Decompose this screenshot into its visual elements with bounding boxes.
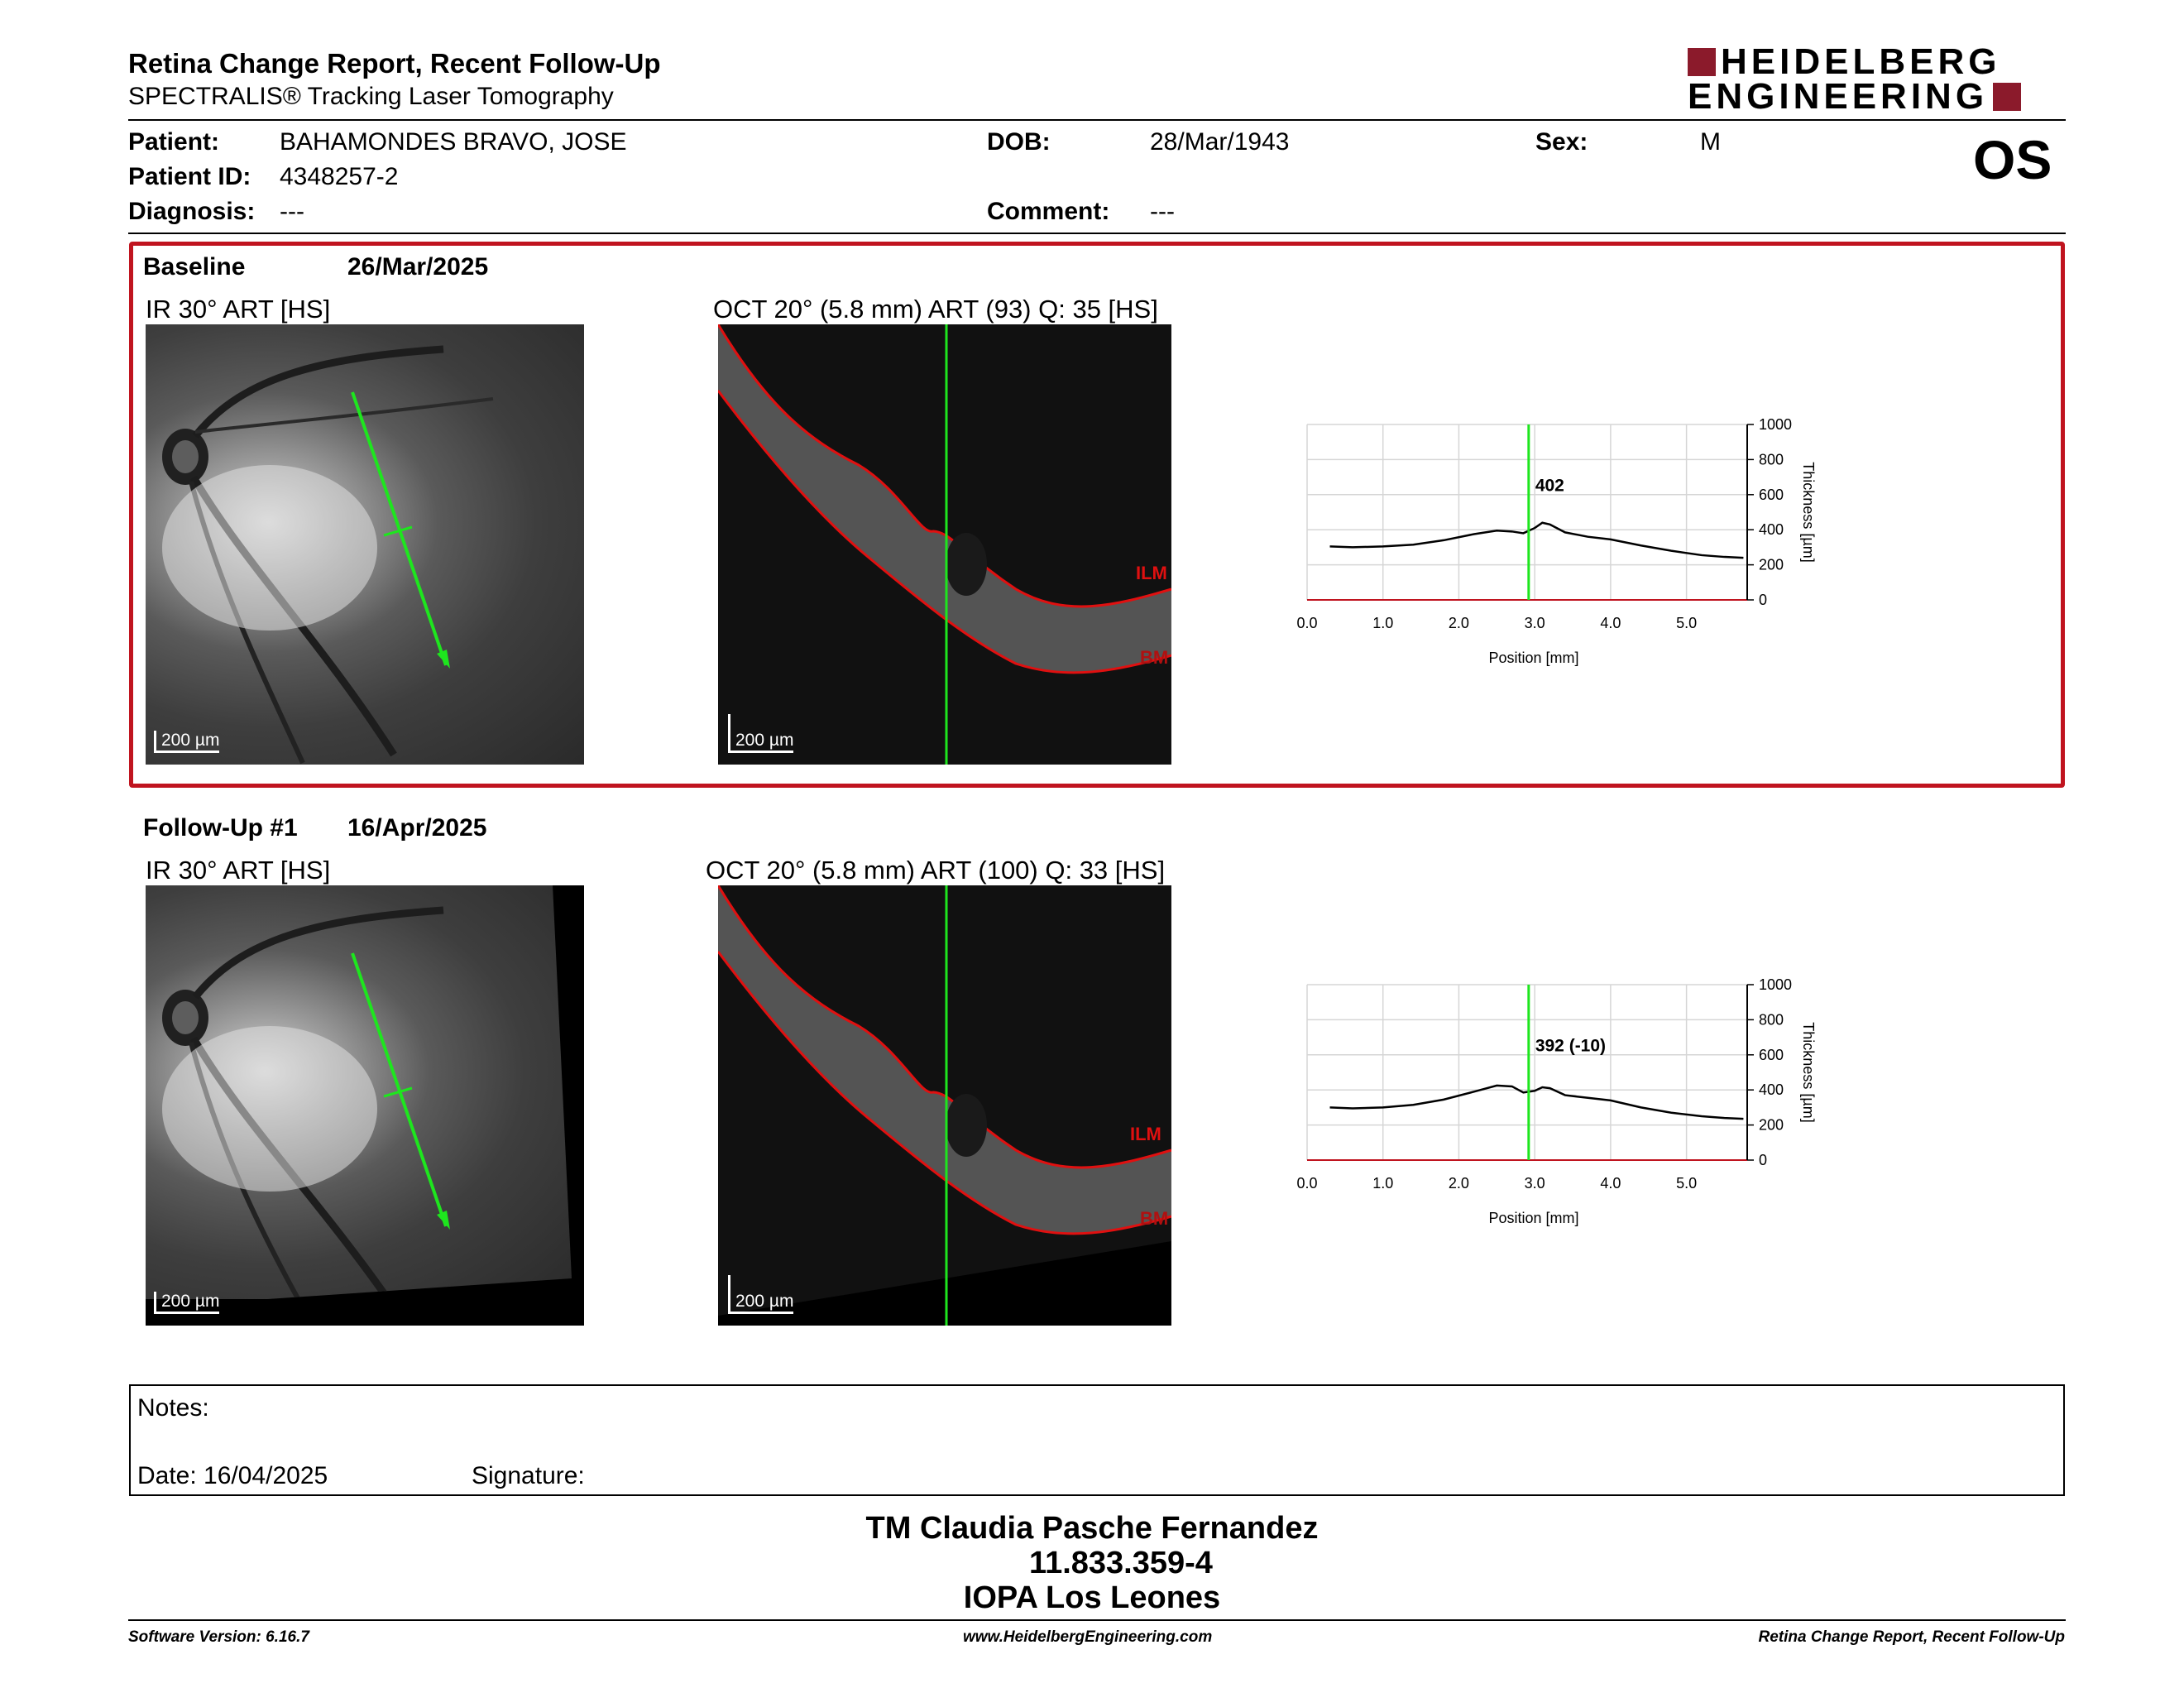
notes-label: Notes:: [137, 1394, 209, 1422]
report-subtitle: SPECTRALIS® Tracking Laser Tomography: [128, 83, 614, 110]
y-tick-label: 200: [1759, 1117, 1784, 1134]
x-tick-label: 1.0: [1372, 615, 1393, 631]
logo-word-1: HEIDELBERG: [1721, 41, 2001, 82]
baseline-oct-scale: 200 µm: [728, 714, 794, 753]
signer-institution: IOPA Los Leones: [963, 1580, 1221, 1615]
sex-label: Sex:: [1535, 128, 1588, 156]
x-tick-label: 5.0: [1676, 1175, 1697, 1192]
followup-thickness-chart: 0.0 1.0 2.0 3.0 4.0 5.0 0 200 400 600 800 1000 392 (…: [1296, 976, 1817, 1226]
followup-ir-title: IR 30° ART [HS]: [146, 856, 331, 885]
baseline-date: 26/Mar/2025: [347, 253, 489, 281]
baseline-oct-title: OCT 20° (5.8 mm) ART (93) Q: 35 [HS]: [713, 295, 1158, 324]
baseline-ir-image: 200 µm: [146, 324, 584, 765]
baseline-oct-scale-label: 200 µm: [735, 731, 794, 750]
footer-divider: [128, 1619, 2066, 1621]
notes-box: Notes: Date: 16/04/2025 Signature:: [129, 1384, 2065, 1496]
heidelberg-logo: HEIDELBERG ENGINEERING: [1688, 41, 2068, 119]
patient-divider: [128, 233, 2066, 234]
baseline-fundus-graphic: [162, 345, 494, 765]
baseline-oct-image: ILM BM 200 µm: [718, 324, 1171, 765]
followup-ilm-label: ILM: [1130, 1124, 1161, 1144]
followup-oct-graphic: [718, 885, 1171, 1326]
followup-date: 16/Apr/2025: [347, 814, 487, 842]
patient-id-value: 4348257-2: [280, 163, 399, 190]
baseline-oct-graphic: [718, 324, 1171, 765]
baseline-section: [129, 242, 2065, 788]
logo-square-icon: [1688, 48, 1716, 76]
followup-oct-scale-label: 200 µm: [735, 1292, 794, 1311]
baseline-ir-scale: 200 µm: [154, 731, 220, 753]
y-tick-label: 1000: [1759, 416, 1792, 433]
y-tick-label: 200: [1759, 557, 1784, 573]
y-tick-label: 800: [1759, 1011, 1784, 1028]
followup-fundus-graphic: [162, 906, 450, 1299]
marker-value-label: 392 (-10): [1535, 1037, 1606, 1056]
baseline-bm-label: BM: [1140, 647, 1169, 668]
followup-oct-title: OCT 20° (5.8 mm) ART (100) Q: 33 [HS]: [706, 856, 1166, 885]
x-tick-label: 2.0: [1449, 615, 1469, 631]
x-tick-label: 0.0: [1296, 615, 1317, 631]
x-tick-label: 4.0: [1600, 615, 1621, 631]
x-tick-label: 2.0: [1449, 1175, 1469, 1192]
y-tick-label: 600: [1759, 487, 1784, 503]
signature-label: Signature:: [472, 1462, 585, 1489]
y-tick-label: 400: [1759, 1081, 1784, 1098]
baseline-ir-title: IR 30° ART [HS]: [146, 295, 331, 324]
x-axis-title: Position [mm]: [1488, 1210, 1578, 1226]
diagnosis-label: Diagnosis:: [128, 198, 256, 225]
report-title: Retina Change Report, Recent Follow-Up: [128, 48, 661, 79]
followup-bm-label: BM: [1140, 1208, 1169, 1229]
y-tick-label: 1000: [1759, 976, 1792, 993]
x-tick-label: 4.0: [1600, 1175, 1621, 1192]
y-tick-label: 400: [1759, 521, 1784, 538]
y-axis-title: Thickness [µm]: [1800, 462, 1817, 562]
thickness-line: [1329, 521, 1744, 559]
marker-value-label: 402: [1535, 477, 1564, 496]
x-tick-label: 3.0: [1525, 1175, 1545, 1192]
dob-value: 28/Mar/1943: [1150, 128, 1290, 156]
logo-word-2: ENGINEERING: [1688, 76, 1989, 117]
footer-report-name: Retina Change Report, Recent Follow-Up: [1758, 1628, 2065, 1646]
x-axis-title: Position [mm]: [1488, 650, 1578, 666]
notes-date: Date: 16/04/2025: [137, 1462, 328, 1489]
y-axis-title: Thickness [µm]: [1800, 1022, 1817, 1122]
followup-oct-scale: 200 µm: [728, 1275, 794, 1314]
patient-id-label: Patient ID:: [128, 163, 251, 190]
thickness-line: [1329, 1084, 1744, 1120]
sex-value: M: [1700, 128, 1721, 156]
y-tick-label: 0: [1759, 592, 1767, 608]
followup-label: Follow-Up #1: [143, 814, 298, 842]
followup-ir-frame: 200 µm: [146, 885, 584, 1326]
diagnosis-value: ---: [280, 198, 304, 225]
patient-name: BAHAMONDES BRAVO, JOSE: [280, 128, 627, 156]
x-tick-label: 1.0: [1372, 1175, 1393, 1192]
y-tick-label: 0: [1759, 1152, 1767, 1168]
comment-value: ---: [1150, 198, 1175, 225]
baseline-ir-scale-label: 200 µm: [161, 731, 220, 750]
signer-name: TM Claudia Pasche Fernandez: [865, 1511, 1319, 1546]
x-tick-label: 5.0: [1676, 615, 1697, 631]
logo-square-icon: [1993, 83, 2022, 111]
dob-label: DOB:: [987, 128, 1051, 156]
signer-id: 11.833.359-4: [1029, 1546, 1213, 1580]
baseline-thickness-chart: 0.0 1.0 2.0 3.0 4.0 5.0 0 200 400 600 800 1000 402 Po…: [1296, 416, 1817, 666]
website: www.HeidelbergEngineering.com: [963, 1628, 1213, 1646]
comment-label: Comment:: [987, 198, 1110, 225]
patient-label: Patient:: [128, 128, 220, 156]
x-tick-label: 3.0: [1525, 615, 1545, 631]
header-divider: [128, 119, 2066, 121]
baseline-label: Baseline: [143, 253, 246, 281]
followup-ir-image: [146, 885, 572, 1299]
y-tick-label: 800: [1759, 451, 1784, 468]
baseline-ilm-label: ILM: [1136, 563, 1167, 583]
x-tick-label: 0.0: [1296, 1175, 1317, 1192]
followup-ir-scale-label: 200 µm: [161, 1292, 220, 1311]
followup-ir-scale: 200 µm: [154, 1292, 220, 1314]
y-tick-label: 600: [1759, 1047, 1784, 1063]
eye-indicator: OS: [1973, 129, 2052, 190]
followup-oct-image: ILM BM 200 µm: [718, 885, 1171, 1326]
software-version: Software Version: 6.16.7: [128, 1628, 309, 1646]
